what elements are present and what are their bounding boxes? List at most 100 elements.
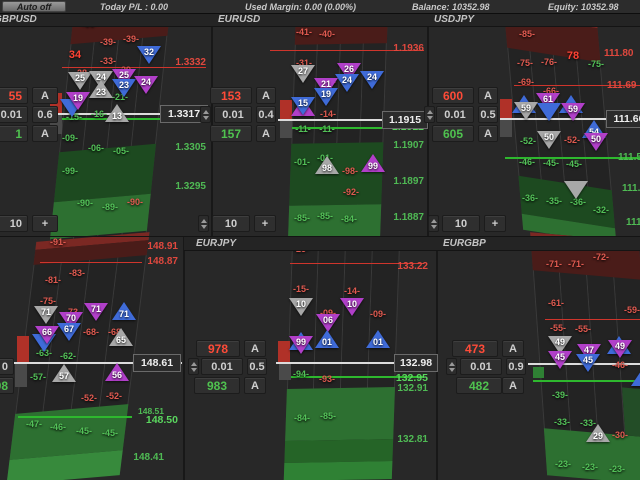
ladder-cell[interactable]: -71- xyxy=(567,259,584,269)
ladder-cell[interactable]: -75- xyxy=(516,58,533,68)
order-marker-gray-up[interactable]: 57 xyxy=(52,364,76,382)
ladder-cell[interactable]: -36- xyxy=(569,197,586,207)
buy-price-button-pair4[interactable]: 98 xyxy=(0,377,14,394)
lot-size-button-pair4[interactable]: 0 xyxy=(0,358,14,375)
ladder-cell[interactable]: -92- xyxy=(342,187,359,197)
auto-buy-button-eurusd[interactable]: A xyxy=(256,125,276,142)
sell-price-button-eurjpy[interactable]: 978 xyxy=(196,340,240,357)
lot-size-button-eurgbp[interactable]: 0.01 xyxy=(460,358,502,375)
order-marker-blue-down[interactable] xyxy=(537,103,561,121)
ladder-cell[interactable]: -47- xyxy=(25,419,42,429)
ladder-cell[interactable]: -30- xyxy=(611,430,628,440)
ladder-cell[interactable]: -90- xyxy=(76,198,93,208)
auto-sell-button-usdjpy[interactable]: A xyxy=(478,87,498,104)
order-marker-magenta-up[interactable]: 56 xyxy=(105,363,129,381)
ladder-cell[interactable]: -52- xyxy=(519,136,536,146)
ladder-cell[interactable]: -76- xyxy=(540,57,557,67)
ladder-cell[interactable]: -91- xyxy=(49,237,66,247)
order-marker-gray-up[interactable]: 65 xyxy=(109,328,133,346)
ladder-cell[interactable]: -52- xyxy=(563,135,580,145)
ladder-cell[interactable]: -23- xyxy=(608,464,625,474)
lot-size-button-eurjpy[interactable]: 0.01 xyxy=(201,358,243,375)
add-button-usdjpy[interactable]: + xyxy=(484,215,506,232)
order-marker-blue-down[interactable]: 19 xyxy=(314,88,338,106)
ladder-cell[interactable]: -66- xyxy=(542,86,559,96)
ladder-cell[interactable]: -39- xyxy=(99,37,116,47)
order-marker-magenta-down[interactable]: 49 xyxy=(608,340,632,358)
ladder-cell[interactable]: -55- xyxy=(549,323,566,333)
order-marker-magenta-down[interactable]: 19 xyxy=(66,92,90,110)
ladder-cell[interactable]: -93- xyxy=(318,374,335,384)
ladder-cell[interactable]: -55- xyxy=(574,324,591,334)
order-marker-gray-down[interactable]: 25 xyxy=(68,72,92,90)
ladder-cell[interactable]: -98- xyxy=(341,166,358,176)
ladder-cell[interactable]: -41- xyxy=(295,27,312,37)
ladder-cell[interactable]: -52- xyxy=(80,393,97,403)
ladder-cell[interactable]: -71- xyxy=(545,259,562,269)
ladder-cell[interactable]: -14- xyxy=(319,109,336,119)
ladder-cell[interactable]: -21- xyxy=(111,92,128,102)
ladder-cell[interactable]: -45- xyxy=(542,158,559,168)
ladder-cell[interactable]: -85- xyxy=(319,411,336,421)
ladder-cell[interactable]: 34 xyxy=(68,49,82,61)
ladder-cell[interactable]: -62- xyxy=(59,351,76,361)
ladder-cell[interactable]: 78 xyxy=(566,50,580,62)
ladder-cell[interactable]: -05- xyxy=(112,146,129,156)
ladder-cell[interactable]: -23- xyxy=(554,459,571,469)
ladder-cell[interactable]: -46- xyxy=(49,422,66,432)
risk-button-eurjpy[interactable]: 0.5 xyxy=(247,358,267,375)
ladder-cell[interactable]: -90- xyxy=(126,197,143,207)
add-button-gbpusd[interactable]: + xyxy=(32,215,58,232)
ladder-cell[interactable]: -33- xyxy=(99,56,116,66)
risk-button-eurusd[interactable]: 0.4 xyxy=(256,106,276,123)
ladder-cell[interactable]: -16- xyxy=(90,109,107,119)
lot-size-button-usdjpy[interactable]: 0.01 xyxy=(436,106,474,123)
ladder-cell[interactable]: -33- xyxy=(579,418,596,428)
order-marker-blue-up[interactable]: 01 xyxy=(315,330,339,348)
ladder-cell[interactable]: -35- xyxy=(545,196,562,206)
volume-step-button-usdjpy[interactable]: 10 xyxy=(442,215,480,232)
ladder-cell[interactable]: -81- xyxy=(44,275,61,285)
buy-price-button-gbpusd[interactable]: 1 xyxy=(0,125,28,142)
ladder-cell[interactable]: -46- xyxy=(518,157,535,167)
ladder-cell[interactable]: -75- xyxy=(39,296,56,306)
ladder-cell[interactable]: -69- xyxy=(517,77,534,87)
order-marker-magenta-down[interactable]: 06 xyxy=(316,314,340,332)
order-marker-magenta-down[interactable]: 71 xyxy=(84,303,108,321)
ladder-cell[interactable]: -57- xyxy=(29,372,46,382)
auto-sell-button-eurgbp[interactable]: A xyxy=(502,340,524,357)
order-marker-blue-up[interactable] xyxy=(631,368,640,386)
add-button-eurusd[interactable]: + xyxy=(254,215,276,232)
stepper-control[interactable] xyxy=(198,215,209,232)
auto-sell-button-eurjpy[interactable]: A xyxy=(244,340,266,357)
auto-buy-button-eurjpy[interactable]: A xyxy=(244,377,266,394)
ladder-cell[interactable]: -23- xyxy=(581,462,598,472)
order-marker-gray-up[interactable]: 98 xyxy=(315,156,339,174)
ladder-cell[interactable]: -15- xyxy=(65,112,82,122)
lot-size-button-eurusd[interactable]: 0.01 xyxy=(214,106,252,123)
ladder-cell[interactable]: -68- xyxy=(82,327,99,337)
order-marker-magenta-down[interactable]: 59 xyxy=(561,103,585,121)
order-marker-gray-up[interactable]: 13 xyxy=(105,104,129,122)
ladder-cell[interactable]: -45- xyxy=(101,428,118,438)
ladder-cell[interactable]: -75- xyxy=(587,59,604,69)
ladder-cell[interactable]: -11- xyxy=(295,124,311,134)
ladder-cell[interactable]: -32- xyxy=(592,205,609,215)
order-marker-gray-down[interactable]: 71 xyxy=(34,306,58,324)
ladder-cell[interactable]: -14- xyxy=(343,286,360,296)
buy-price-button-eurgbp[interactable]: 482 xyxy=(456,377,502,394)
stepper-control[interactable] xyxy=(446,358,457,375)
ladder-cell[interactable]: -84- xyxy=(340,214,357,224)
order-marker-magenta-down[interactable]: 24 xyxy=(134,76,158,94)
risk-button-gbpusd[interactable]: 0.6 xyxy=(32,106,58,123)
buy-price-button-eurusd[interactable]: 157 xyxy=(210,125,252,142)
buy-price-button-usdjpy[interactable]: 605 xyxy=(432,125,474,142)
order-marker-blue-down[interactable]: 67 xyxy=(57,323,81,341)
order-marker-gray-down[interactable]: 59 xyxy=(514,102,538,120)
lot-size-button-gbpusd[interactable]: 0.01 xyxy=(0,106,28,123)
ladder-cell[interactable]: -85- xyxy=(518,29,535,39)
ladder-cell[interactable]: -83- xyxy=(68,268,85,278)
order-marker-gray-down[interactable]: 50 xyxy=(537,131,561,149)
ladder-cell[interactable]: -52- xyxy=(105,391,122,401)
ladder-cell[interactable]: -31- xyxy=(295,58,312,68)
